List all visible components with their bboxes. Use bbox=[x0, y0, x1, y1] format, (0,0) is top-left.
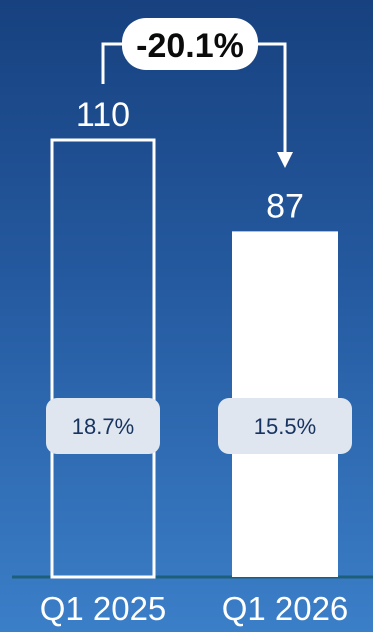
change-badge: -20.1% bbox=[122, 18, 258, 70]
x-tick-q1-2025: Q1 2025 bbox=[40, 590, 167, 627]
badge-bg-q1-2025 bbox=[46, 398, 160, 454]
badge-text-q1-2026: 15.5% bbox=[254, 414, 316, 439]
inner-badge-q1-2026: 15.5% bbox=[218, 398, 352, 454]
change-badge-bg bbox=[122, 18, 258, 70]
change-arrowhead bbox=[277, 152, 293, 168]
x-tick-q1-2026: Q1 2026 bbox=[222, 590, 349, 627]
value-label-q1-2025: 110 bbox=[76, 96, 130, 134]
change-connector bbox=[101, 42, 287, 155]
value-label-q1-2026: 87 bbox=[266, 187, 304, 225]
badge-text-q1-2025: 18.7% bbox=[72, 414, 134, 439]
change-badge-text: -20.1% bbox=[136, 27, 244, 65]
badge-bg-q1-2026 bbox=[218, 398, 352, 454]
inner-badge-q1-2025: 18.7% bbox=[46, 398, 160, 454]
bar-q1-2025 bbox=[50, 138, 156, 579]
